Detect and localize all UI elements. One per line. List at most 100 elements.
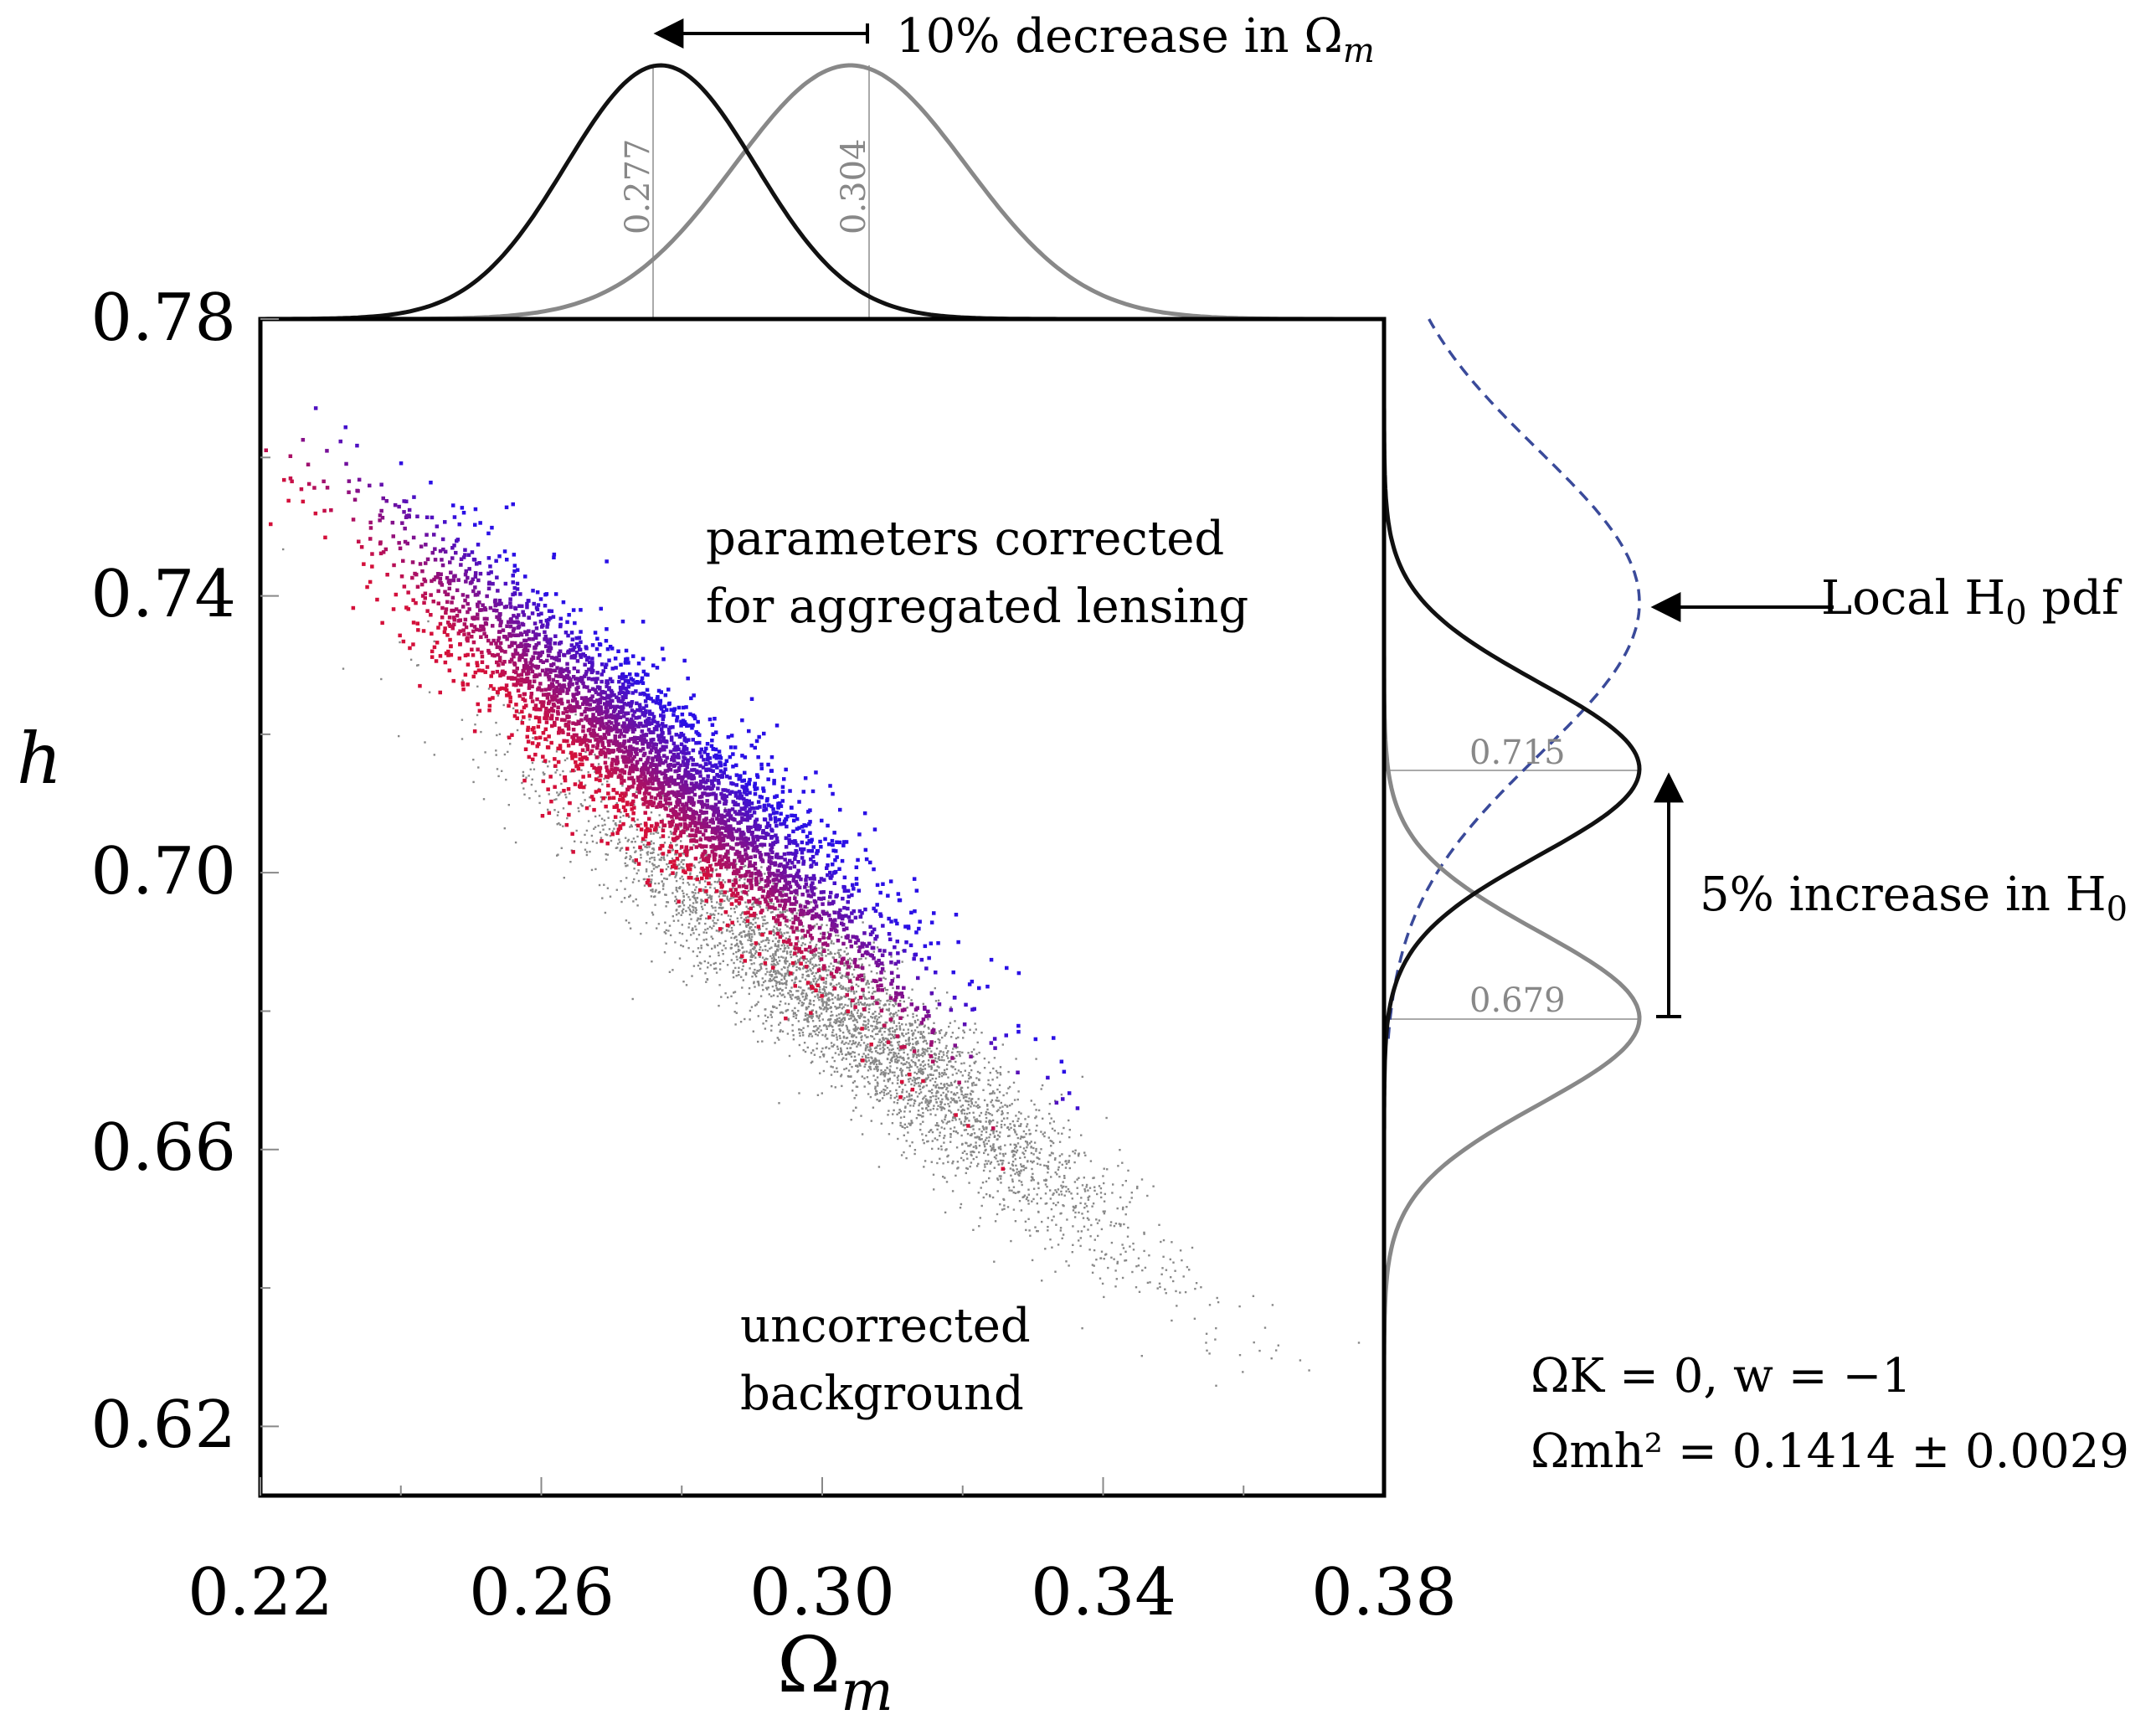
scatter-point	[477, 766, 480, 769]
scatter-point	[911, 1141, 913, 1144]
scatter-point	[799, 958, 801, 960]
scatter-point	[1004, 1152, 1007, 1155]
scatter-point	[1050, 1117, 1052, 1120]
scatter-point	[1141, 1269, 1144, 1272]
scatter-point	[823, 1001, 826, 1003]
scatter-point	[523, 658, 527, 662]
scatter-point	[782, 993, 785, 996]
scatter-point	[796, 893, 799, 897]
scatter-point	[862, 993, 865, 996]
scatter-point	[677, 905, 680, 908]
scatter-point	[876, 1068, 878, 1070]
scatter-point	[905, 1074, 908, 1077]
scatter-point	[786, 969, 789, 971]
scatter-point	[894, 1060, 897, 1063]
scatter-point	[883, 970, 886, 973]
scatter-point	[960, 1202, 963, 1206]
scatter-point	[821, 947, 824, 950]
scatter-point	[548, 760, 551, 763]
scatter-point	[857, 1001, 860, 1004]
scatter-point	[886, 1086, 888, 1089]
scatter-point	[839, 1029, 841, 1033]
scatter-point	[1028, 1129, 1031, 1131]
scatter-point	[674, 849, 679, 854]
scatter-point	[960, 1093, 963, 1095]
scatter-point	[929, 1096, 932, 1099]
scatter-point	[874, 999, 877, 1002]
scatter-point	[995, 1099, 997, 1102]
scatter-point	[960, 1071, 962, 1074]
scatter-point	[816, 1094, 820, 1096]
scatter-point	[924, 1160, 927, 1162]
scatter-point	[988, 1177, 991, 1180]
scatter-point	[544, 618, 549, 623]
scatter-point	[623, 897, 626, 899]
scatter-point	[567, 670, 571, 674]
scatter-point	[821, 1050, 823, 1053]
scatter-point	[696, 938, 698, 940]
scatter-point	[1158, 1282, 1161, 1285]
scatter-point	[876, 1027, 879, 1030]
scatter-point	[805, 995, 807, 997]
scatter-point	[1019, 1172, 1021, 1175]
scatter-point	[917, 1018, 919, 1022]
scatter-point	[1035, 1058, 1037, 1060]
scatter-point	[765, 1020, 768, 1022]
scatter-point	[1091, 1271, 1094, 1274]
scatter-point	[991, 1114, 994, 1116]
scatter-point	[1119, 1253, 1122, 1256]
scatter-point	[993, 1260, 996, 1263]
scatter-point	[989, 1162, 992, 1165]
scatter-point	[1036, 1229, 1038, 1233]
scatter-point	[774, 833, 778, 837]
scatter-point	[742, 979, 744, 981]
scatter-point	[677, 919, 680, 922]
scatter-point	[827, 1025, 831, 1027]
scatter-point	[795, 1014, 797, 1017]
scatter-point	[794, 996, 797, 999]
scatter-point	[944, 1211, 947, 1214]
scatter-point	[804, 878, 808, 882]
scatter-point	[802, 915, 805, 918]
scatter-point	[931, 1140, 934, 1142]
scatter-point	[625, 865, 627, 868]
scatter-point	[686, 893, 688, 896]
scatter-point	[574, 840, 576, 842]
scatter-point	[552, 662, 556, 667]
scatter-point	[842, 1017, 845, 1019]
scatter-point	[769, 955, 772, 958]
scatter-point	[1184, 1290, 1187, 1294]
scatter-point	[998, 1147, 1001, 1150]
scatter-point	[786, 1033, 790, 1035]
scatter-point	[734, 1023, 737, 1026]
scatter-point	[928, 1102, 931, 1105]
scatter-point	[900, 1074, 903, 1076]
scatter-point	[994, 1148, 996, 1151]
scatter-point	[806, 1046, 809, 1049]
scatter-point	[889, 1033, 892, 1036]
scatter-point	[540, 668, 545, 673]
scatter-point	[1002, 1094, 1005, 1097]
scatter-point	[877, 1099, 881, 1103]
scatter-point	[875, 1046, 877, 1048]
scatter-point	[722, 906, 724, 909]
scatter-point	[841, 1084, 843, 1088]
scatter-point	[674, 853, 677, 856]
scatter-point	[1073, 1161, 1076, 1164]
scatter-point	[597, 712, 601, 717]
scatter-point	[878, 1007, 881, 1009]
scatter-point	[967, 1052, 970, 1054]
scatter-point	[779, 987, 782, 990]
scatter-point	[764, 945, 767, 947]
scatter-point	[811, 1015, 814, 1018]
scatter-point	[1088, 1249, 1091, 1251]
scatter-point	[907, 1057, 909, 1060]
scatter-point	[818, 991, 821, 993]
scatter-point	[890, 1048, 893, 1051]
scatter-point	[666, 863, 668, 866]
scatter-point	[903, 1151, 905, 1154]
scatter-point	[438, 690, 442, 695]
scatter-point	[1027, 1202, 1030, 1205]
scatter-point	[766, 777, 770, 781]
scatter-point	[950, 1091, 953, 1094]
